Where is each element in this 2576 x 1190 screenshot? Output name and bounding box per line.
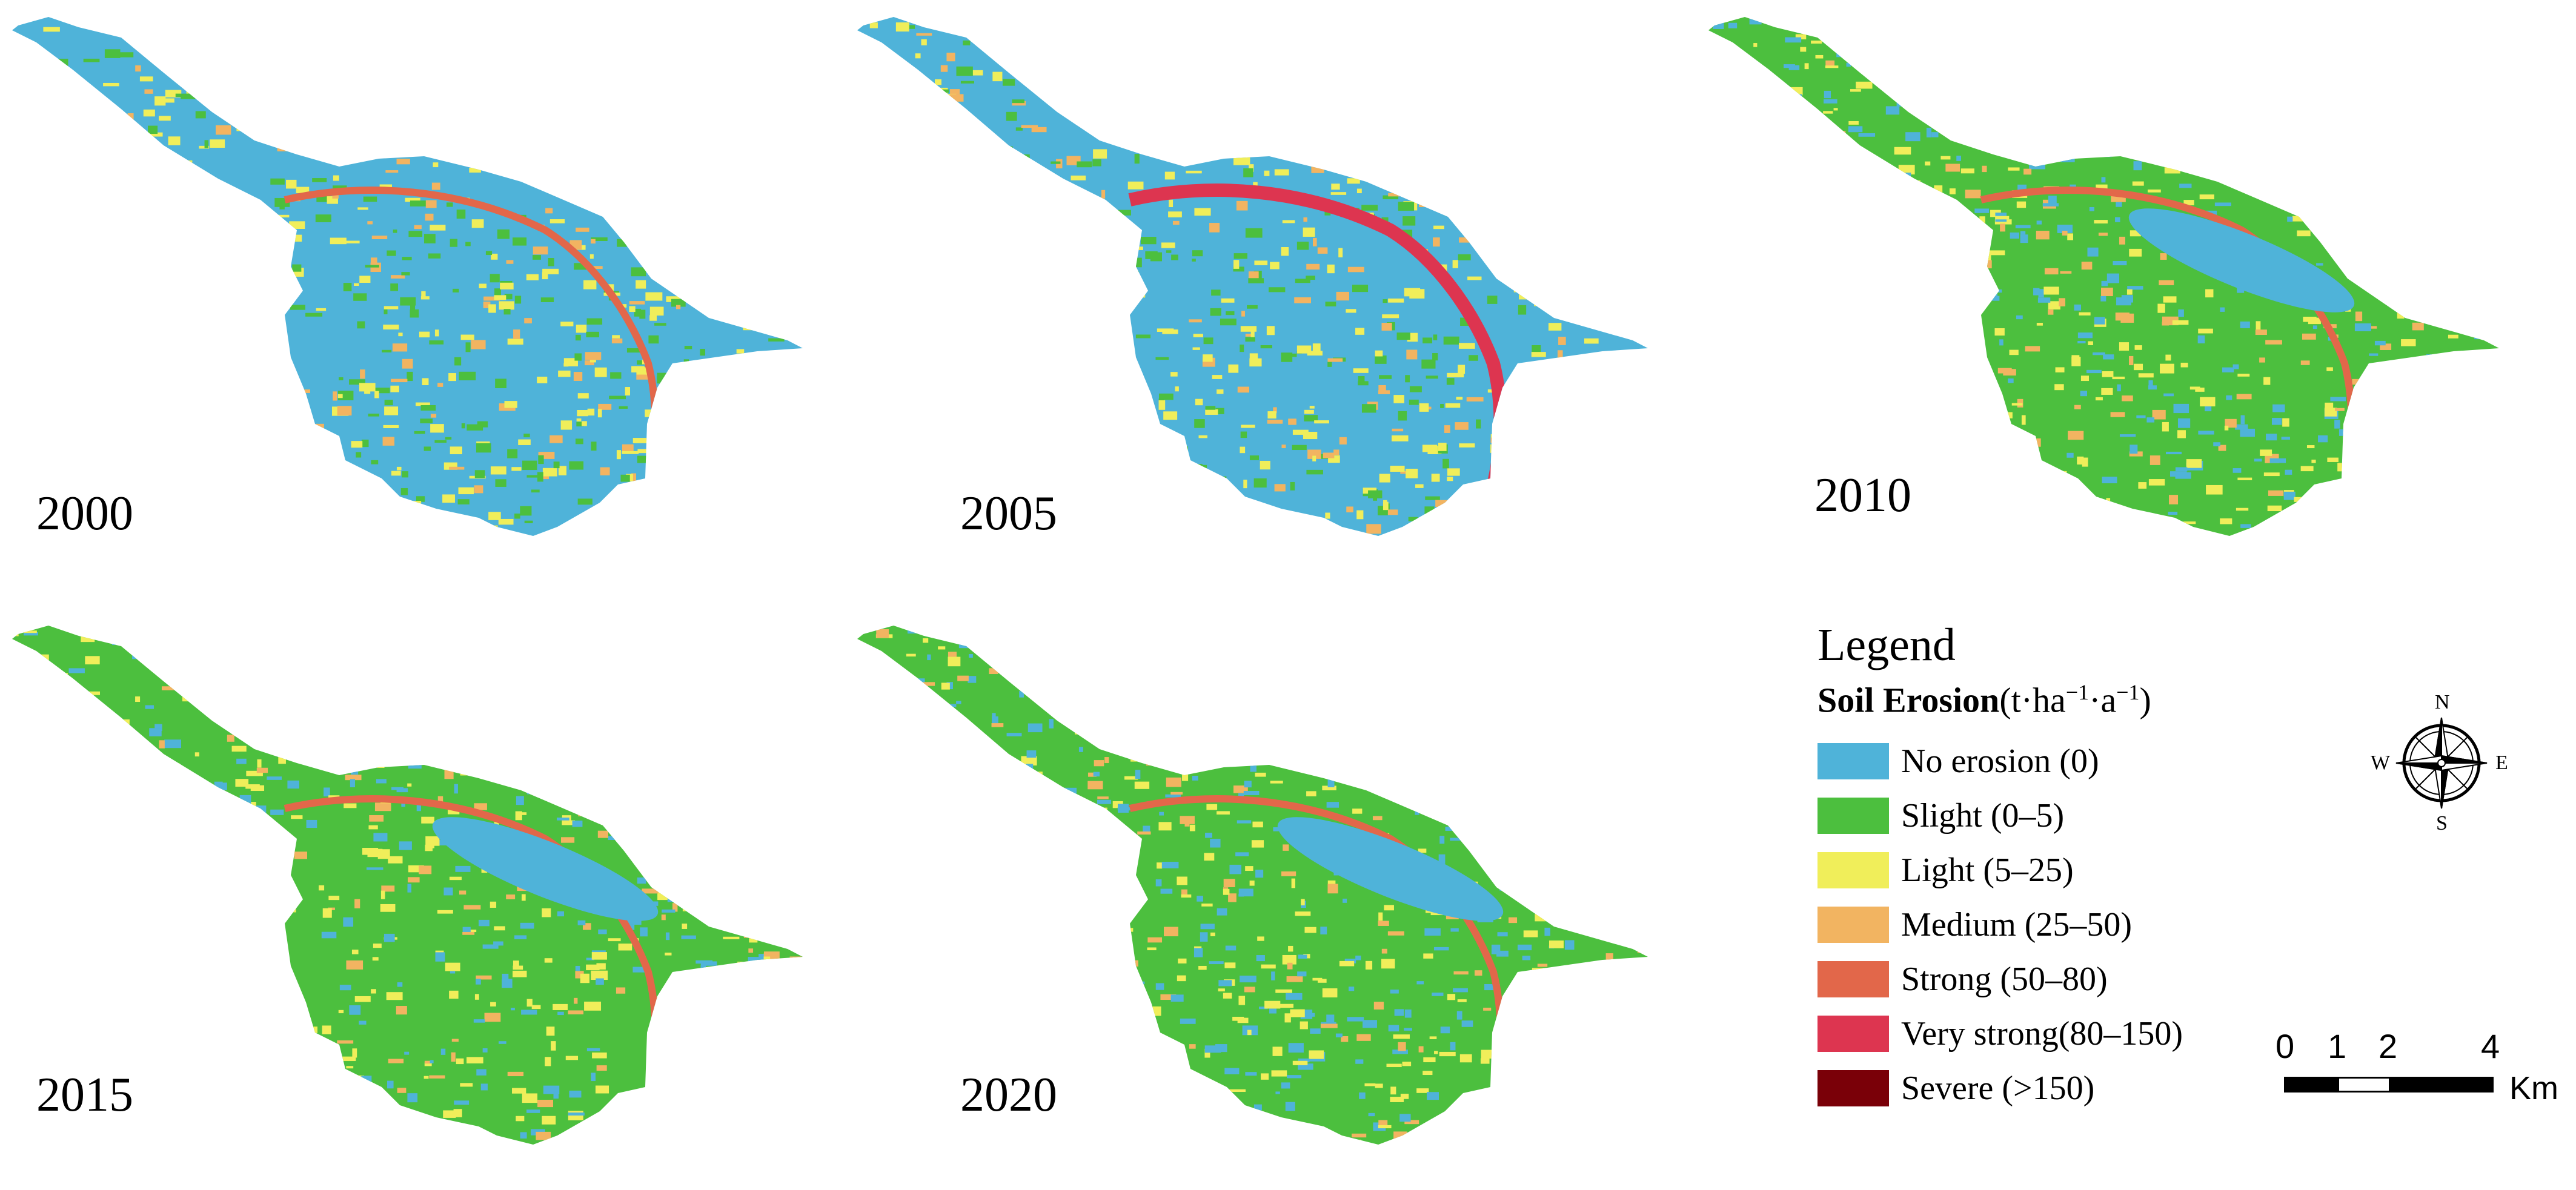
year-label: 2015 xyxy=(36,1068,133,1122)
legend: Legend Soil Erosion(t·ha−1·a−1) No erosi… xyxy=(1811,615,2296,1117)
map-base-fill xyxy=(12,17,803,536)
year-label: 2010 xyxy=(1814,469,1911,522)
legend-label: Medium (25–50) xyxy=(1901,906,2133,944)
scale-bar: 0 1 2 4 Km xyxy=(2276,1027,2569,1106)
legend-item-severe: Severe (>150) xyxy=(1817,1069,2290,1111)
legend-item-light: Light (5–25) xyxy=(1817,851,2290,893)
legend-label: Slight (0–5) xyxy=(1901,797,2065,835)
compass-n-label: N xyxy=(2435,691,2450,713)
legend-unit-open: (t·ha xyxy=(1999,680,2066,720)
compass-s-label: S xyxy=(2436,812,2448,835)
map-panel-2010: 2010 xyxy=(1696,0,2544,581)
legend-label: Light (5–25) xyxy=(1901,851,2074,889)
legend-unit-sup2: −1 xyxy=(2116,680,2140,704)
legend-item-slight: Slight (0–5) xyxy=(1817,796,2290,839)
compass-rose-icon xyxy=(2395,717,2488,809)
legend-label: Severe (>150) xyxy=(1901,1069,2095,1107)
watershed-map-2000 xyxy=(12,17,803,536)
legend-item-medium: Medium (25–50) xyxy=(1817,905,2290,948)
scale-tick-2: 2 xyxy=(2378,1027,2398,1065)
legend-unit-mid: ·a xyxy=(2089,680,2117,720)
map-base-fill xyxy=(1708,17,2499,536)
map-panel-2000: 2000 xyxy=(0,0,848,581)
legend-swatch xyxy=(1817,961,1889,997)
watershed-map-2015 xyxy=(12,626,803,1145)
scale-tick-1: 1 xyxy=(2328,1027,2347,1065)
legend-swatch xyxy=(1817,907,1889,943)
legend-item-very-strong: Very strong(80–150) xyxy=(1817,1014,2290,1057)
scale-segment-0-1 xyxy=(2284,1077,2339,1092)
legend-label: Very strong(80–150) xyxy=(1901,1015,2183,1053)
legend-item-no-erosion: No erosion (0) xyxy=(1817,742,2290,784)
legend-label: No erosion (0) xyxy=(1901,742,2099,780)
legend-heading-bold: Soil Erosion xyxy=(1817,680,2000,720)
watershed-map-2020 xyxy=(857,626,1648,1145)
year-label: 2020 xyxy=(960,1068,1057,1122)
legend-heading: Soil Erosion(t·ha−1·a−1) xyxy=(1817,681,2151,718)
watershed-map-2005 xyxy=(857,17,1648,536)
scale-tick-0: 0 xyxy=(2276,1027,2295,1065)
scale-segment-1-2 xyxy=(2337,1077,2391,1092)
legend-swatch xyxy=(1817,743,1889,779)
scale-unit: Km xyxy=(2509,1070,2558,1106)
year-label: 2000 xyxy=(36,487,133,540)
north-arrow-compass: N S W E xyxy=(2366,681,2517,845)
map-panel-2005: 2005 xyxy=(845,0,1693,581)
scale-segment-2-4 xyxy=(2389,1077,2494,1092)
legend-swatch xyxy=(1817,798,1889,834)
legend-title: Legend xyxy=(1817,620,1956,670)
year-label: 2005 xyxy=(960,487,1057,540)
compass-e-label: E xyxy=(2495,752,2508,774)
scale-tick-4: 4 xyxy=(2481,1027,2500,1065)
legend-unit-sup1: −1 xyxy=(2065,680,2090,704)
map-panel-2015: 2015 xyxy=(0,609,848,1190)
legend-unit-close: ) xyxy=(2139,680,2151,720)
legend-swatch xyxy=(1817,1016,1889,1052)
watershed-map-2010 xyxy=(1708,17,2499,536)
compass-w-label: W xyxy=(2371,752,2391,774)
map-panel-2020: 2020 xyxy=(845,609,1693,1190)
legend-swatch xyxy=(1817,1070,1889,1106)
legend-label: Strong (50–80) xyxy=(1901,960,2108,998)
legend-item-strong: Strong (50–80) xyxy=(1817,960,2290,1002)
legend-swatch xyxy=(1817,852,1889,888)
